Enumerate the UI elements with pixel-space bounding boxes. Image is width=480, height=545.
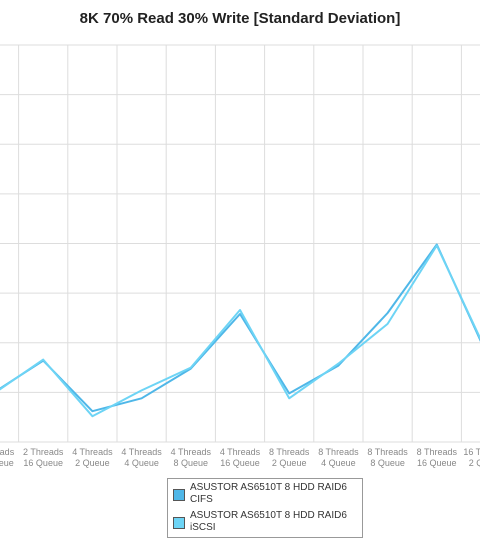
chart-grid bbox=[0, 44, 480, 443]
legend-item-iscsi[interactable]: ASUSTOR AS6510T 8 HDD RAID6 iSCSI bbox=[173, 510, 361, 536]
x-tick-label: 4 Threads 8 Queue bbox=[171, 447, 212, 468]
series-line-cifs[interactable] bbox=[0, 243, 480, 413]
chart-legend: ASUSTOR AS6510T 8 HDD RAID6 CIFS ASUSTOR… bbox=[167, 478, 363, 538]
x-tick-label: 8 Threads 4 Queue bbox=[318, 447, 359, 468]
legend-item-cifs[interactable]: ASUSTOR AS6510T 8 HDD RAID6 CIFS bbox=[173, 482, 361, 508]
series-line-iscsi[interactable] bbox=[0, 244, 480, 418]
x-tick-label: 8 Threads 16 Queue bbox=[417, 447, 458, 468]
x-tick-label: 4 Threads 2 Queue bbox=[72, 447, 113, 468]
legend-label-cifs: ASUSTOR AS6510T 8 HDD RAID6 CIFS bbox=[190, 482, 347, 505]
x-tick-label: 2 Threads 16 Queue bbox=[23, 447, 64, 468]
legend-label-iscsi: ASUSTOR AS6510T 8 HDD RAID6 iSCSI bbox=[190, 510, 347, 533]
chart-series bbox=[0, 243, 480, 418]
chart-title: 8K 70% Read 30% Write [Standard Deviatio… bbox=[79, 10, 401, 27]
legend-swatch-cifs bbox=[173, 489, 185, 501]
x-tick-label: 4 Threads 16 Queue bbox=[220, 447, 261, 468]
legend-swatch-iscsi bbox=[173, 517, 185, 529]
x-tick-label: 4 Threads 4 Queue bbox=[121, 447, 162, 468]
x-tick-label: 8 Threads 8 Queue bbox=[367, 447, 408, 468]
x-tick-label: 8 Threads 2 Queue bbox=[269, 447, 310, 468]
